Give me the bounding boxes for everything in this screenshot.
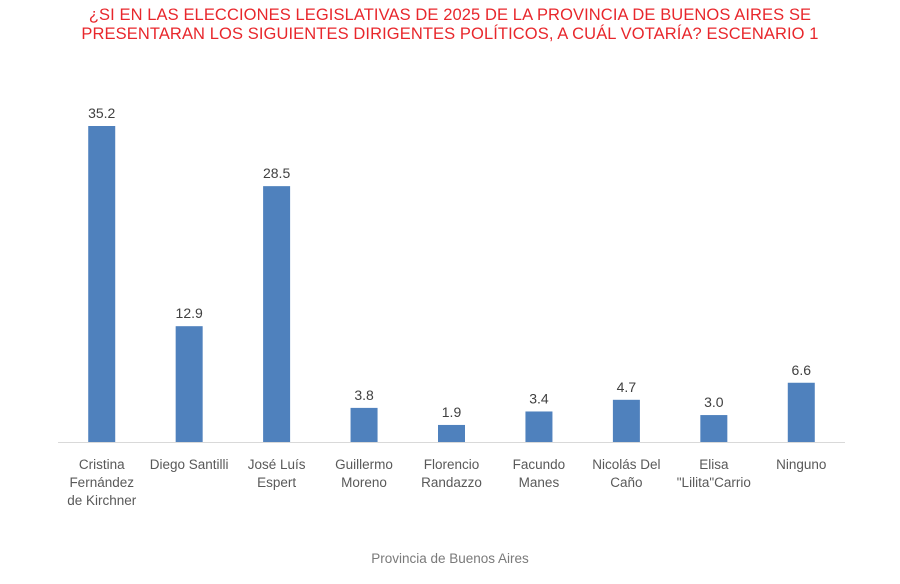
- category-label: Elisa "Lilita"Carrio: [677, 457, 751, 490]
- data-label: 6.6: [792, 362, 812, 378]
- bar: [88, 126, 116, 442]
- category-label-line: José Luís: [248, 457, 306, 472]
- category-label-line: Moreno: [341, 475, 387, 490]
- data-label: 35.2: [88, 105, 115, 121]
- bar: [175, 326, 203, 442]
- data-label: 3.8: [354, 387, 374, 403]
- data-label: 28.5: [263, 165, 290, 181]
- bar: [612, 399, 640, 442]
- category-label-line: Caño: [610, 475, 642, 490]
- category-label: Diego Santilli: [150, 457, 229, 472]
- category-label-line: Diego Santilli: [150, 457, 229, 472]
- bar: [263, 186, 291, 442]
- category-label-line: Florencio: [424, 457, 480, 472]
- bar: [700, 415, 728, 442]
- category-label: Cristina Fernández de Kirchner: [67, 457, 137, 508]
- data-label: 12.9: [176, 305, 203, 321]
- category-label-line: Manes: [519, 475, 560, 490]
- category-label: José Luís Espert: [248, 457, 306, 490]
- category-label-line: Ninguno: [776, 457, 826, 472]
- category-label-line: Cristina: [79, 457, 125, 472]
- category-label-line: de Kirchner: [67, 493, 137, 508]
- category-label-line: Elisa: [699, 457, 729, 472]
- category-label: Ninguno: [776, 457, 826, 472]
- bar: [525, 411, 553, 442]
- data-label: 3.0: [704, 394, 724, 410]
- chart-title-line-1: ¿SI EN LAS ELECCIONES LEGISLATIVAS DE 20…: [88, 6, 812, 24]
- category-label-line: Nicolás Del: [592, 457, 660, 472]
- data-label: 1.9: [442, 404, 462, 420]
- category-label: Guillermo Moreno: [335, 457, 393, 490]
- category-label-line: Guillermo: [335, 457, 393, 472]
- category-label-line: "Lilita"Carrio: [677, 475, 751, 490]
- bar: [350, 407, 378, 442]
- data-label: 3.4: [529, 390, 549, 406]
- category-label: Facundo Manes: [513, 457, 566, 490]
- category-label-line: Fernández: [69, 475, 134, 490]
- bar: [787, 382, 815, 442]
- category-label: Florencio Randazzo: [421, 457, 482, 490]
- category-label-line: Espert: [257, 475, 296, 490]
- category-label: Nicolás Del Caño: [592, 457, 660, 490]
- bar: [438, 424, 465, 442]
- data-label: 4.7: [617, 379, 637, 395]
- category-label-line: Randazzo: [421, 475, 482, 490]
- category-label-line: Facundo: [513, 457, 566, 472]
- chart-title-line-2: PRESENTARAN LOS SIGUIENTES DIRIGENTES PO…: [81, 25, 819, 43]
- chart-caption: Provincia de Buenos Aires: [371, 551, 529, 566]
- chart-title: ¿SI EN LAS ELECCIONES LEGISLATIVAS DE 20…: [40, 6, 860, 44]
